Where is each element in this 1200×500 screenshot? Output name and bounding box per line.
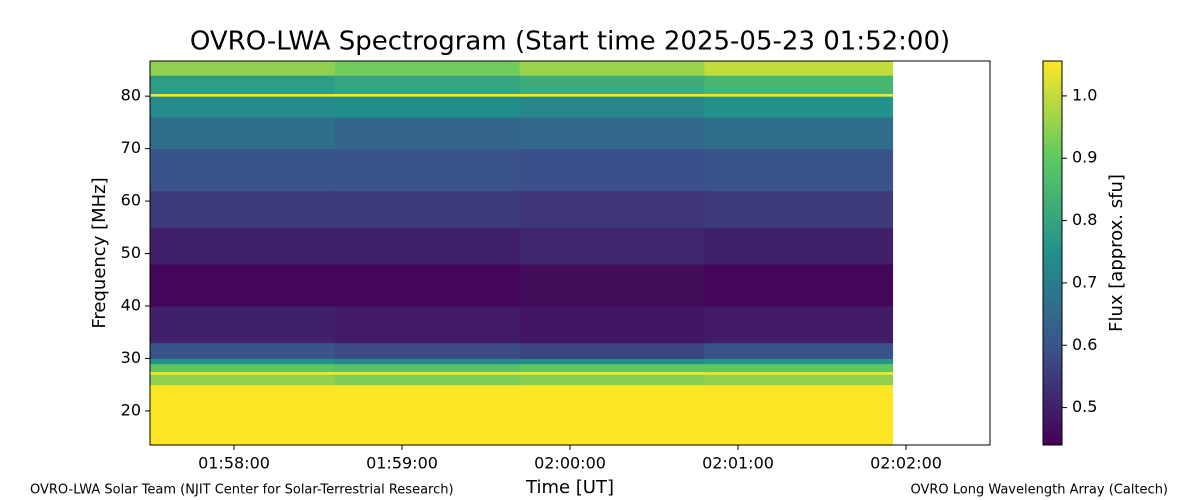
credit: OVRO Long Wavelength Array (Caltech) [910,483,1168,498]
colorbar-tick-label: 1.0 [1072,85,1097,104]
cell [519,117,705,150]
cell [334,227,521,265]
cell [150,61,336,76]
cell [704,358,894,365]
cell [704,93,894,97]
y-tick-label: 30 [121,348,141,367]
cell [334,384,521,446]
cell [704,264,894,307]
cell [150,384,336,446]
cell [334,61,521,76]
colorbar-tick-label: 0.8 [1072,210,1097,229]
x-tick-label: 01:59:00 [366,454,438,473]
cell [704,61,894,76]
colorbar [1042,60,1063,446]
cell [704,190,894,228]
cell [519,264,705,307]
colorbar-label: Flux [approx. sfu] [1106,174,1127,332]
colorbar-tick-label: 0.6 [1072,335,1097,354]
cell [704,342,894,359]
y-tick-label: 60 [121,191,141,210]
cell [704,148,894,192]
cell [704,305,894,344]
cell [334,342,521,359]
cell [519,342,705,359]
cell [150,264,336,307]
cell [334,190,521,228]
cell [150,117,336,150]
x-tick-label: 02:00:00 [534,454,606,473]
cell [519,190,705,228]
cell [519,363,705,373]
cell [704,75,894,95]
cell [519,93,705,97]
y-tick-label: 40 [121,295,141,314]
cell [150,371,336,375]
credit: OVRO-LWA Solar Team (NJIT Center for Sol… [30,483,454,498]
cell [150,227,336,265]
x-tick-label: 01:58:00 [198,454,270,473]
cell [704,227,894,265]
cell [150,148,336,192]
y-tick-label: 20 [121,400,141,419]
y-tick-label: 80 [121,86,141,105]
y-tick-label: 70 [121,138,141,157]
cell [519,384,705,446]
cell [704,117,894,150]
cell [334,264,521,307]
cell [150,190,336,228]
colorbar-tick-label: 0.9 [1072,148,1097,167]
cell [334,117,521,150]
cell [334,358,521,365]
x-axis-label: Time [UT] [525,477,614,498]
heatmap [150,61,894,446]
x-tick-label: 02:01:00 [702,454,774,473]
cell [150,363,336,373]
cell [334,96,521,118]
cell [334,148,521,192]
cell [519,371,705,375]
cell [704,96,894,118]
chart-title: OVRO-LWA Spectrogram (Start time 2025-05… [190,27,950,57]
cell [519,358,705,365]
cell [150,75,336,95]
cell [519,148,705,192]
cell [334,374,521,386]
cell [334,305,521,344]
cell [334,93,521,97]
cell [150,305,336,344]
cell [150,93,336,97]
cell [519,61,705,76]
cell [704,371,894,375]
colorbar-tick-label: 0.7 [1072,272,1097,291]
cell [334,363,521,373]
x-tick-label: 02:02:00 [870,454,942,473]
y-axis-label: Frequency [MHz] [89,177,110,328]
y-tick-label: 50 [121,243,141,262]
cell [150,96,336,118]
cell [334,75,521,95]
cell [704,384,894,446]
cell [150,374,336,386]
cell [519,305,705,344]
cell [704,374,894,386]
cell [150,342,336,359]
cell [150,358,336,365]
cell [519,75,705,95]
colorbar-tick-label: 0.5 [1072,397,1097,416]
cell [519,96,705,118]
cell [334,371,521,375]
cell [519,227,705,265]
cell [519,374,705,386]
cell [704,363,894,373]
